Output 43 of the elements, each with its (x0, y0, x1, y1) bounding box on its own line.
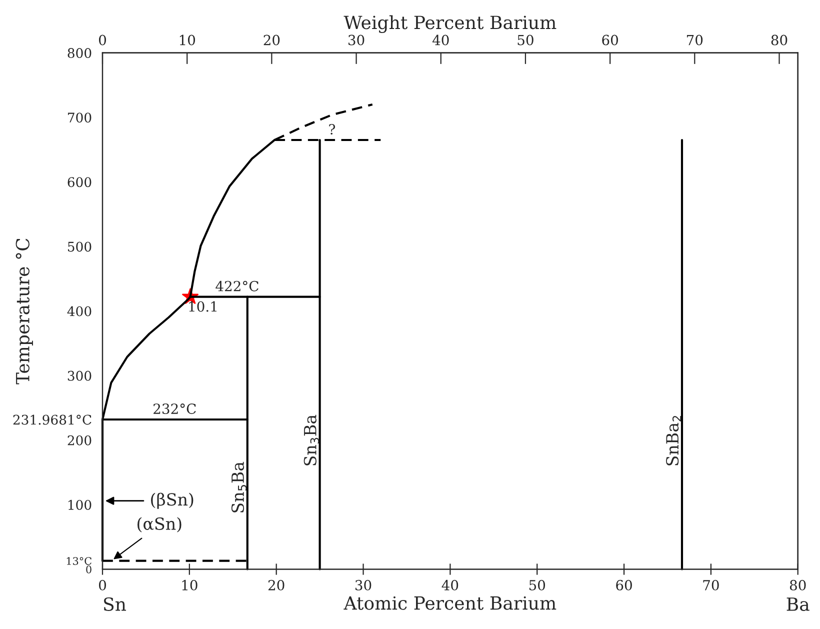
x2-tick-label: 80 (771, 34, 788, 46)
text: Sn$_{3}$Ba (304, 414, 320, 466)
y-tick-label: 400 (67, 306, 92, 316)
x2-tick-label: 30 (348, 34, 364, 46)
text: Sn$_{5}$Ba (231, 462, 247, 512)
x-tick-label: 10 (182, 580, 198, 590)
y-tick-label: 800 (68, 48, 92, 58)
x-tick-label: 30 (355, 580, 372, 590)
x-tick-label: 0 (98, 580, 106, 590)
annotation: (βSn) (151, 492, 194, 509)
x-tick-label: 60 (616, 580, 632, 590)
y-tick-label: 200 (68, 435, 92, 446)
x-tick-label: 20 (268, 580, 284, 590)
text: SnBa$_{2}$ (666, 416, 682, 466)
x2-tick-label: 40 (432, 34, 449, 46)
y-tick-label: 300 (68, 370, 92, 381)
y-tick-label: 0 (86, 565, 92, 574)
y-axis-title: Temperature °C (16, 238, 33, 384)
x-tick-label: 80 (790, 580, 806, 590)
annotation: (αSn) (138, 517, 182, 532)
x2-tick-label: 20 (264, 34, 280, 46)
annotation: 422°C (216, 280, 258, 292)
y-tick-label: 700 (68, 112, 92, 123)
text: Ba (786, 598, 810, 611)
x2-tick-label: 70 (686, 34, 703, 46)
x2-tick-label: 0 (98, 34, 106, 46)
y-tick-label: 13°C (66, 557, 92, 565)
x-axis-title: Atomic Percent Barium (344, 596, 556, 610)
text: Sn (104, 597, 126, 611)
y-tick-label: 100 (68, 500, 92, 510)
x-tick-label: 50 (529, 580, 546, 590)
x-tick-label: 70 (703, 580, 719, 590)
annotation: ? (329, 124, 336, 135)
annotation: 232°C (154, 404, 196, 414)
annotation: 10.1 (189, 301, 216, 312)
x2-tick-label: 60 (602, 34, 618, 46)
y-tick-label: 231.9681°C (13, 414, 92, 425)
y-tick-label: 500 (68, 242, 92, 252)
x-tick-label: 40 (442, 580, 458, 590)
x2-axis-title: Weight Percent Barium (344, 15, 556, 33)
x2-tick-label: 50 (518, 34, 534, 46)
y-tick-label: 600 (68, 177, 92, 188)
x2-tick-label: 10 (180, 34, 196, 46)
